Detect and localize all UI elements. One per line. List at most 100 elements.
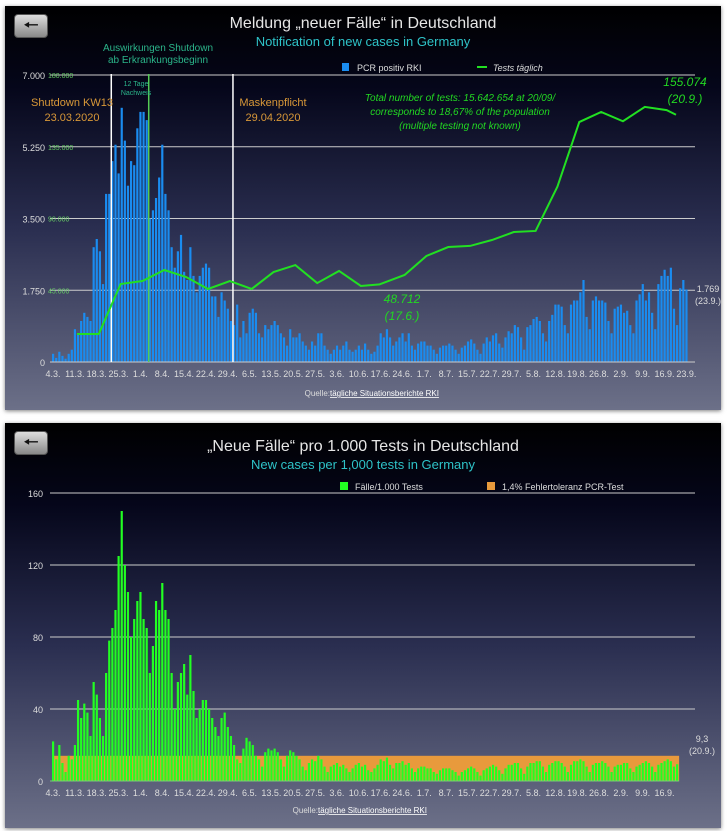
cases-chart: 0 1.750 45.000 3.500 90.000 5.250 135.000 7.000… (22, 43, 721, 398)
case-bar (55, 357, 58, 362)
ratio-bar (126, 592, 130, 781)
ratio-bar (208, 709, 211, 781)
x-tick-label: 1.4. (133, 788, 148, 798)
case-bar (317, 333, 320, 362)
ratio-bar (663, 761, 666, 781)
ratio-bar (273, 748, 276, 781)
case-bar (220, 292, 223, 362)
case-bar (73, 329, 77, 362)
x-tick-label: 13.5. (261, 369, 281, 379)
ratio-bar (532, 763, 535, 781)
x-tick-label: 1.7. (417, 788, 432, 798)
legend-label-ratio: Fälle/1.000 Tests (355, 482, 423, 492)
source-link[interactable]: tägliche Situationsberichte RKI (330, 389, 439, 398)
case-bar (364, 343, 367, 362)
x-tick-label: 8.7. (439, 369, 454, 379)
case-bar (105, 193, 108, 362)
x-tick-label: 26.8. (589, 788, 609, 798)
case-bar (264, 325, 267, 362)
case-bar (183, 271, 186, 362)
ratio-bar (173, 709, 176, 781)
case-bar (223, 300, 226, 362)
ratio-bar (304, 770, 307, 781)
case-bar (526, 327, 529, 362)
y2-tick-label: 135.000 (48, 145, 73, 152)
case-bar (417, 343, 420, 362)
case-bar (123, 140, 126, 362)
ratio-bar (360, 766, 364, 781)
case-bar (566, 333, 569, 362)
case-bar (52, 353, 55, 362)
case-bar (616, 306, 619, 362)
case-bar (276, 325, 279, 362)
ratio-bar (158, 610, 161, 781)
ratio-bar (120, 511, 123, 781)
ratio-bar (201, 700, 204, 781)
case-bar (204, 263, 208, 362)
ratio-bar (435, 773, 438, 781)
case-bar (401, 333, 404, 362)
ratio-bar (164, 610, 167, 781)
case-bar (682, 280, 685, 362)
case-bar (663, 269, 666, 362)
case-bar (261, 337, 264, 362)
legend-swatch-tolerance (487, 482, 495, 490)
case-bar (139, 111, 142, 363)
case-bar (236, 304, 239, 362)
case-bar (516, 327, 520, 362)
x-tick-label: 19.8. (567, 369, 587, 379)
chart-panel-cases: 🠔 Meldung „neuer Fälle“ in Deutschland N… (5, 6, 721, 410)
ratio-bar (310, 759, 314, 781)
case-bar (594, 296, 598, 362)
annotation-min: (17.6.) (385, 309, 420, 323)
case-bar (214, 296, 217, 362)
case-bar (445, 345, 448, 362)
ratio-bar (579, 759, 582, 781)
case-bar (647, 292, 651, 362)
chart-subtitle: Notification of new cases in Germany (255, 34, 471, 49)
case-bar (154, 198, 158, 362)
back-button[interactable]: 🠔 (14, 431, 48, 455)
y-tick-label: 0 (40, 358, 45, 368)
case-bar (111, 161, 114, 362)
case-bar (560, 306, 563, 362)
x-tick-label: 2.9. (613, 788, 628, 798)
arrow-left-icon: 🠔 (23, 432, 39, 452)
ratio-bar (376, 764, 379, 781)
case-bar (641, 284, 644, 362)
ratio-bar (329, 766, 332, 781)
case-bar (551, 314, 554, 362)
case-bar (108, 193, 111, 362)
ratio-bar (407, 763, 410, 781)
ratio-bar (476, 772, 479, 781)
back-button[interactable]: 🠔 (14, 14, 48, 38)
source-label: Quelle: (293, 806, 318, 815)
case-bar (279, 333, 282, 362)
case-bar (248, 312, 251, 362)
source-link[interactable]: tägliche Situationsberichte RKI (318, 806, 427, 815)
x-tick-label: 22.4. (196, 369, 216, 379)
case-bar (295, 337, 298, 362)
ratio-bar (364, 764, 367, 781)
ratio-bar (245, 737, 248, 781)
case-bar (267, 329, 270, 362)
x-tick-label: 20.5. (283, 788, 303, 798)
ratio-bar (86, 712, 89, 781)
y-tick-label: 0 (38, 777, 43, 787)
case-bar (485, 337, 488, 362)
case-bar (226, 308, 229, 362)
case-bar (339, 349, 342, 362)
case-bar (289, 329, 292, 362)
case-bar (282, 337, 286, 362)
x-tick-label: 8.7. (439, 788, 454, 798)
case-bar (254, 312, 257, 362)
ratio-bar (257, 759, 261, 781)
case-bar (273, 321, 276, 362)
ratio-bar (657, 764, 660, 781)
case-bar (629, 325, 632, 362)
ratio-bar (232, 745, 236, 781)
y-tick-label: 7.000 (22, 71, 45, 81)
ratio-bar (460, 772, 463, 781)
case-bar (292, 337, 295, 362)
case-bar (651, 312, 654, 362)
